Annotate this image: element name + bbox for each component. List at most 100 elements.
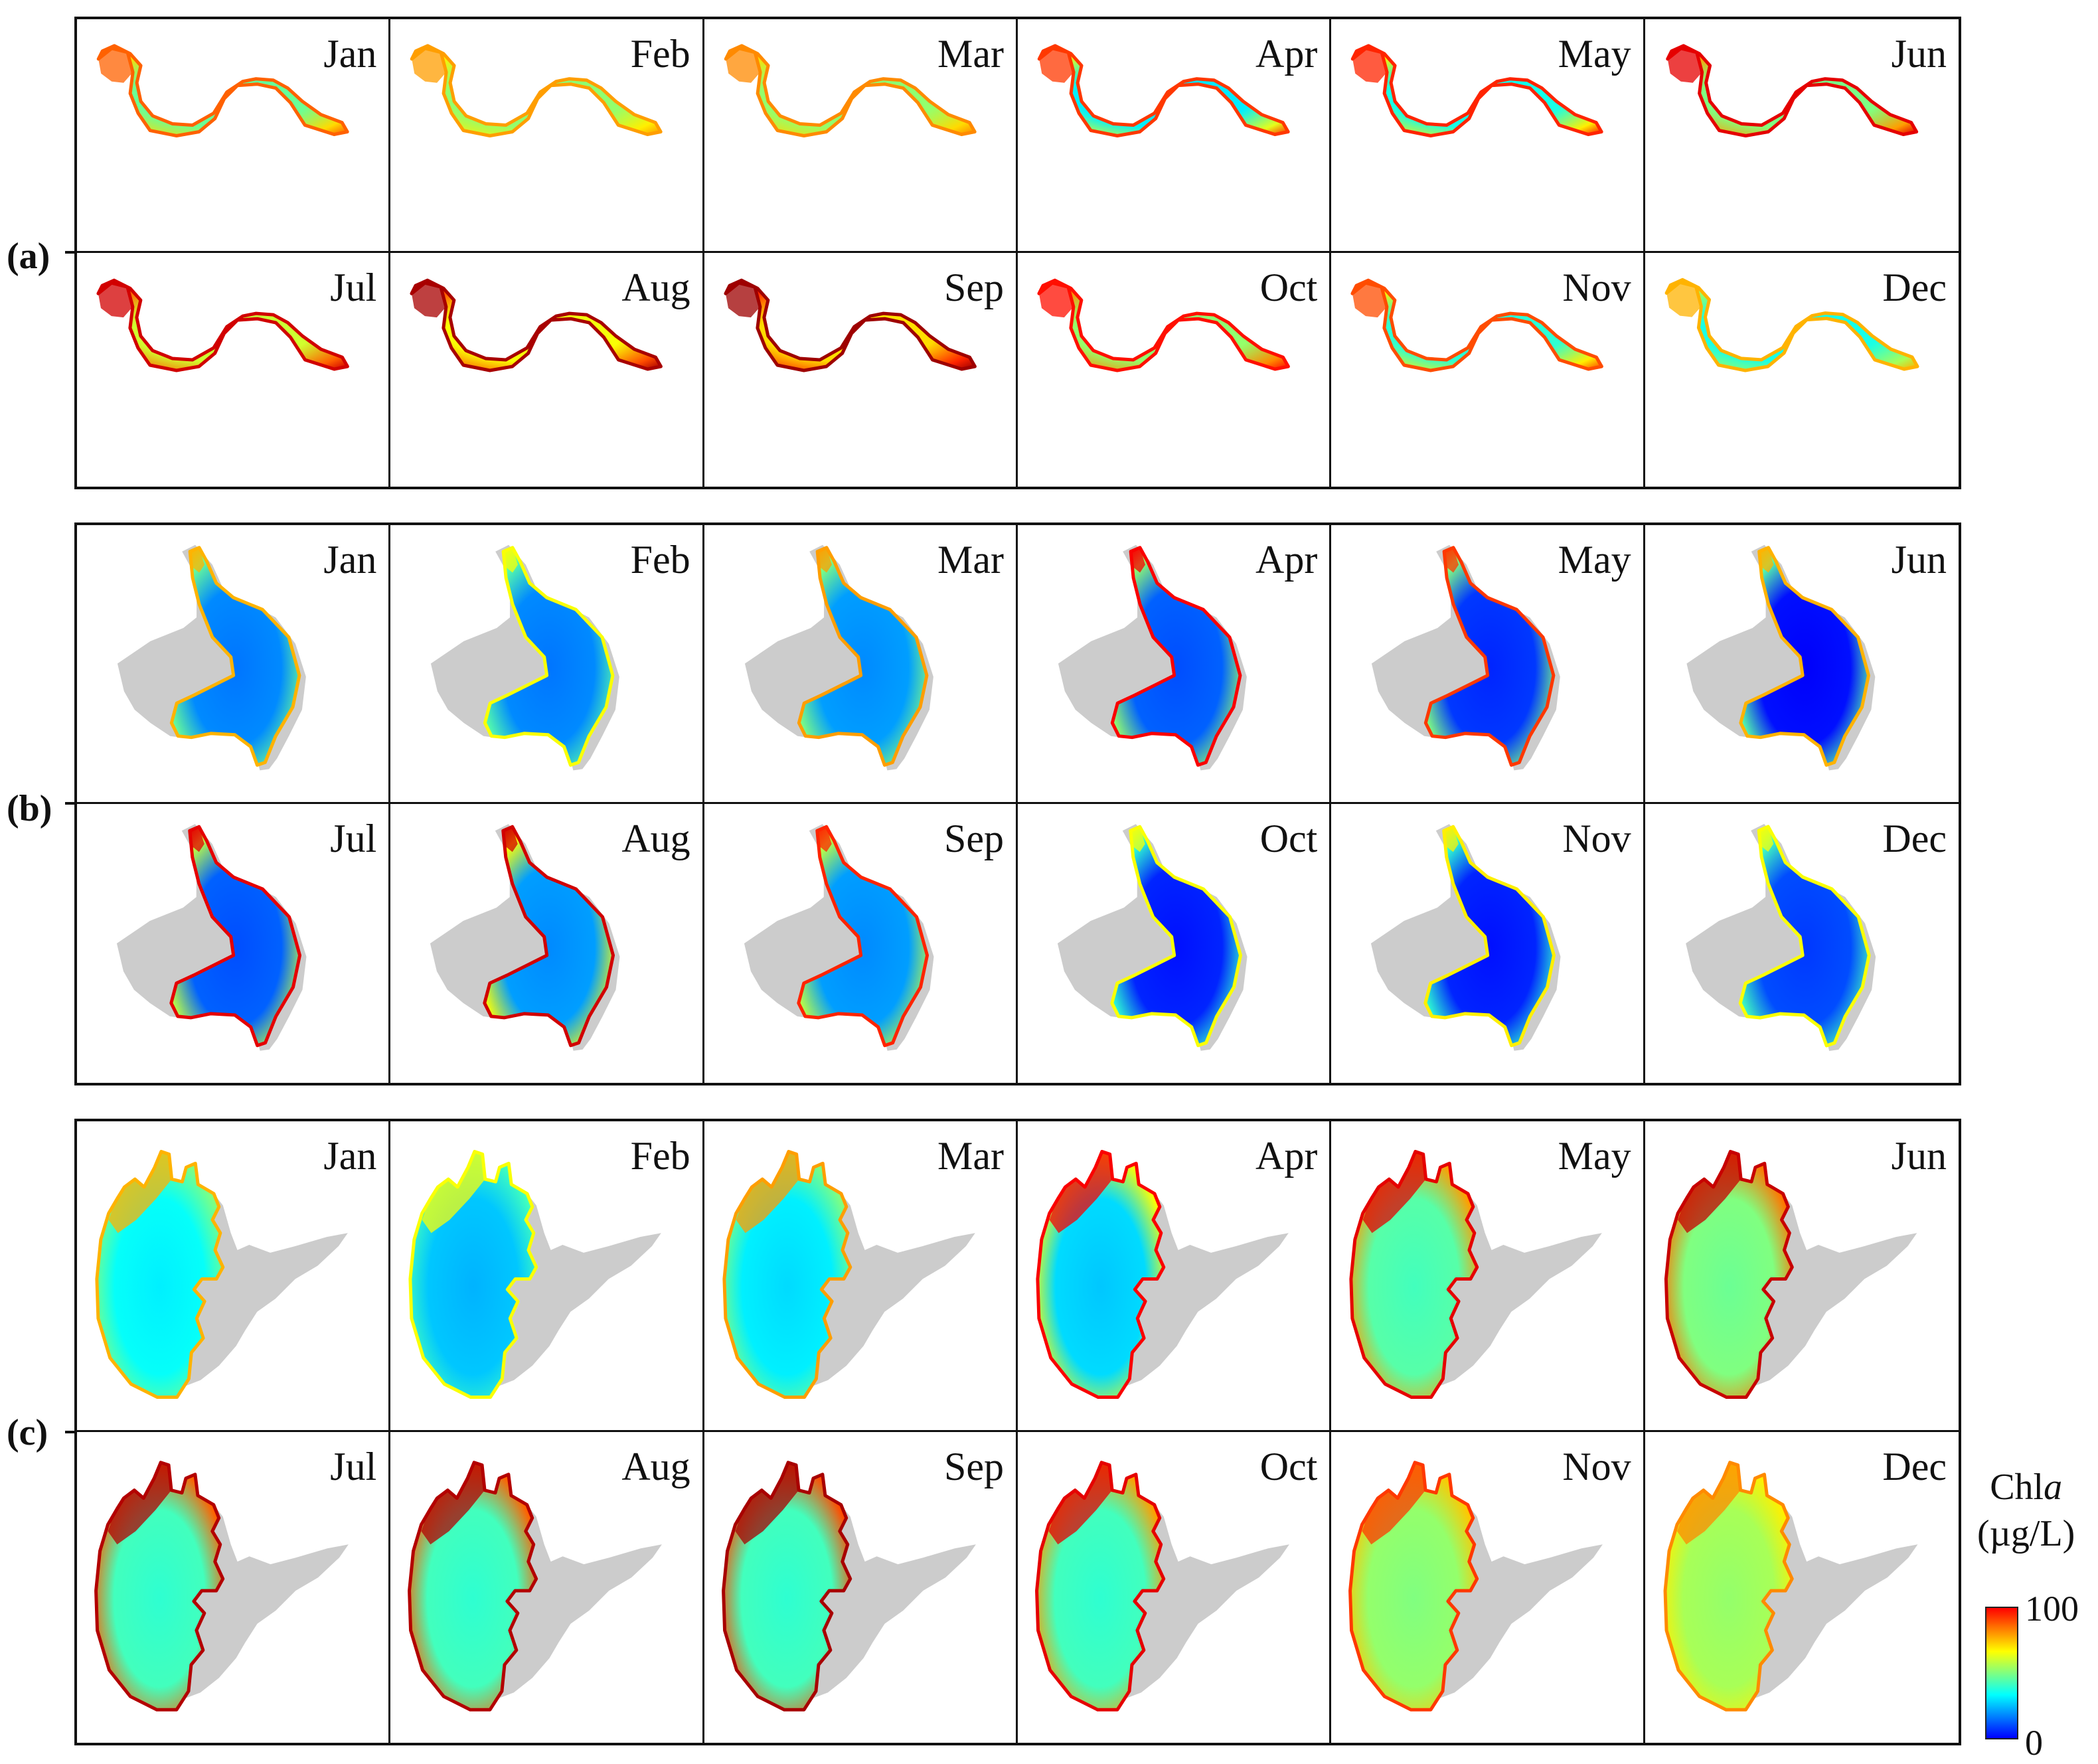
lake-hotspot xyxy=(1048,1462,1113,1545)
lake-map xyxy=(410,44,663,137)
lake-map xyxy=(1664,1150,1917,1400)
map-cell-feb: Feb xyxy=(390,525,704,804)
month-label: Aug xyxy=(621,817,690,860)
map-cell-nov: Nov xyxy=(1331,1432,1645,1743)
month-label: Jun xyxy=(1891,1134,1947,1178)
lake-hotspot xyxy=(1677,1151,1741,1234)
lake-map xyxy=(94,1461,349,1712)
month-label: Apr xyxy=(1255,538,1318,582)
lake-map xyxy=(408,1461,663,1712)
map-cell-mar: Mar xyxy=(704,19,1018,253)
lake-map xyxy=(1057,824,1248,1051)
month-label: Aug xyxy=(621,266,690,309)
lake-hotspot xyxy=(190,547,204,573)
map-cell-dec: Dec xyxy=(1645,253,1959,487)
colorbar-units: (µg/L) xyxy=(1977,1513,2075,1554)
lake-hotspot xyxy=(412,48,447,83)
lake-chla-field xyxy=(1424,546,1556,767)
map-cell-may: May xyxy=(1331,19,1645,253)
month-label: Nov xyxy=(1562,817,1631,860)
month-label: Oct xyxy=(1259,1445,1318,1488)
lake-map xyxy=(410,278,663,372)
map-cell-may: May xyxy=(1331,525,1645,804)
lake-hotspot xyxy=(1666,282,1702,317)
lake-hotspot xyxy=(422,1151,485,1234)
month-label: May xyxy=(1558,538,1631,582)
month-label: Jul xyxy=(330,817,377,860)
map-cell-apr: Apr xyxy=(1018,19,1332,253)
map-cell-aug: Aug xyxy=(390,1432,704,1743)
month-label: Jan xyxy=(323,1134,377,1178)
month-label: Jul xyxy=(330,266,377,309)
lake-chla-field xyxy=(410,44,663,137)
colorbar-min-label: 0 xyxy=(2025,1723,2043,1763)
lake-hotspot xyxy=(1363,1151,1426,1234)
month-label: May xyxy=(1558,1134,1631,1178)
lake-map xyxy=(1035,1461,1289,1712)
lake-hotspot xyxy=(189,827,204,852)
lake-chla-field xyxy=(1037,44,1290,137)
lake-chla-field xyxy=(1110,825,1243,1048)
month-label: Sep xyxy=(944,817,1004,860)
map-cell-jan: Jan xyxy=(77,19,391,253)
map-cell-dec: Dec xyxy=(1645,1432,1959,1743)
month-label: Mar xyxy=(937,538,1004,582)
panel-grid: Jan Feb Mar Apr May Jun Jul Aug Sep Oct Nov Dec xyxy=(77,1121,1959,1743)
map-cell-jun: Jun xyxy=(1645,525,1959,804)
lake-hotspot xyxy=(817,547,832,573)
lake-chla-field xyxy=(483,546,615,767)
month-label: Feb xyxy=(630,1134,690,1178)
panel-tick-c xyxy=(65,1431,76,1433)
lake-hotspot xyxy=(98,48,133,83)
lake-hotspot xyxy=(735,1462,799,1545)
lake-map xyxy=(1685,824,1876,1051)
lake-chla-field xyxy=(1738,825,1871,1048)
lake-chla-field xyxy=(169,825,302,1048)
map-cell-aug: Aug xyxy=(390,804,704,1083)
month-label: Dec xyxy=(1882,1445,1947,1488)
lake-hotspot xyxy=(1759,547,1774,573)
lake-hotspot xyxy=(1049,1151,1113,1234)
lake-map xyxy=(724,44,977,137)
map-cell-feb: Feb xyxy=(390,19,704,253)
map-cell-mar: Mar xyxy=(704,525,1018,804)
lake-hotspot xyxy=(503,827,519,852)
map-cell-nov: Nov xyxy=(1331,804,1645,1083)
month-label: Jun xyxy=(1891,32,1947,76)
lake-hotspot xyxy=(817,827,832,852)
map-cell-oct: Oct xyxy=(1018,253,1332,487)
lake-hotspot xyxy=(1444,547,1459,573)
lake-hotspot xyxy=(1038,283,1074,318)
month-label: Mar xyxy=(937,32,1004,76)
month-label: Apr xyxy=(1255,1134,1318,1178)
map-cell-sep: Sep xyxy=(704,253,1018,487)
lake-chla-field xyxy=(410,278,663,372)
month-label: Nov xyxy=(1562,1445,1631,1488)
lake-map xyxy=(1351,44,1603,137)
lake-chla-field xyxy=(1664,278,1919,372)
map-cell-apr: Apr xyxy=(1018,525,1332,804)
lake-chla-field xyxy=(1739,546,1870,767)
lake-hotspot xyxy=(1676,1462,1741,1545)
lake-chla-field xyxy=(96,278,349,372)
lake-map xyxy=(1686,544,1876,771)
lake-map xyxy=(744,824,934,1051)
map-cell-oct: Oct xyxy=(1018,804,1332,1083)
lake-hotspot xyxy=(1444,827,1459,852)
lake-map xyxy=(1037,44,1290,137)
lake-chla-field xyxy=(796,825,929,1048)
lake-hotspot xyxy=(1039,48,1074,83)
lake-chla-field xyxy=(1350,278,1604,372)
lake-hotspot xyxy=(725,48,760,83)
colorbar-title-var: a xyxy=(2044,1467,2063,1508)
map-cell-apr: Apr xyxy=(1018,1121,1332,1432)
lake-hotspot xyxy=(108,1151,172,1234)
map-cell-sep: Sep xyxy=(704,804,1018,1083)
lake-map xyxy=(1349,1150,1603,1400)
map-cell-aug: Aug xyxy=(390,253,704,487)
panel-label-b: (b) xyxy=(7,788,52,829)
map-cell-jul: Jul xyxy=(77,804,391,1083)
lake-map xyxy=(95,1150,348,1400)
lake-map xyxy=(744,544,933,771)
lake-chla-field xyxy=(1110,546,1242,767)
